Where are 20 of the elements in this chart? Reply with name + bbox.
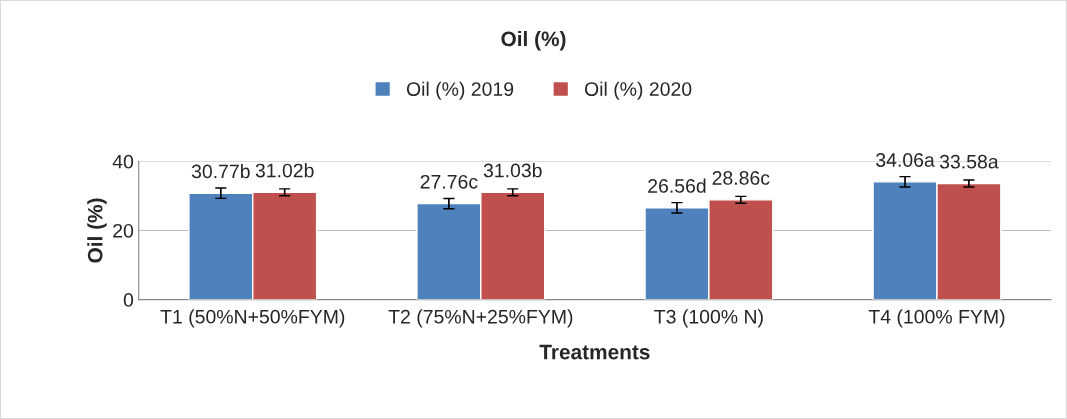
data-label: 31.02b: [255, 163, 314, 178]
data-label: 33.58a: [939, 154, 999, 169]
y-tick-label: 0: [123, 293, 134, 307]
x-axis-title: Treatments: [539, 344, 650, 360]
y-tick-label: 20: [113, 223, 134, 238]
legend-label: Oil (%) 2020: [584, 81, 692, 100]
legend-label: Oil (%) 2019: [406, 81, 514, 100]
data-label: 26.56d: [648, 178, 706, 193]
y-axis-title: Oil (%): [87, 198, 107, 263]
data-label: 31.03b: [483, 163, 542, 178]
x-tick-label: T1 (50%N+50%FYM): [160, 309, 345, 328]
chart-title: Oil (%): [501, 30, 566, 51]
data-label: 30.77b: [191, 163, 250, 179]
data-label: 34.06a: [876, 153, 935, 167]
data-label: 28.86c: [712, 171, 770, 185]
x-tick-label: T4 (100% FYM): [868, 309, 1005, 328]
y-tick-label: 40: [112, 154, 134, 169]
x-tick-label: T2 (75%N+25%FYM): [388, 309, 573, 328]
data-label: 27.76c: [420, 174, 478, 189]
x-tick-label: T3 (100% N): [654, 309, 763, 328]
